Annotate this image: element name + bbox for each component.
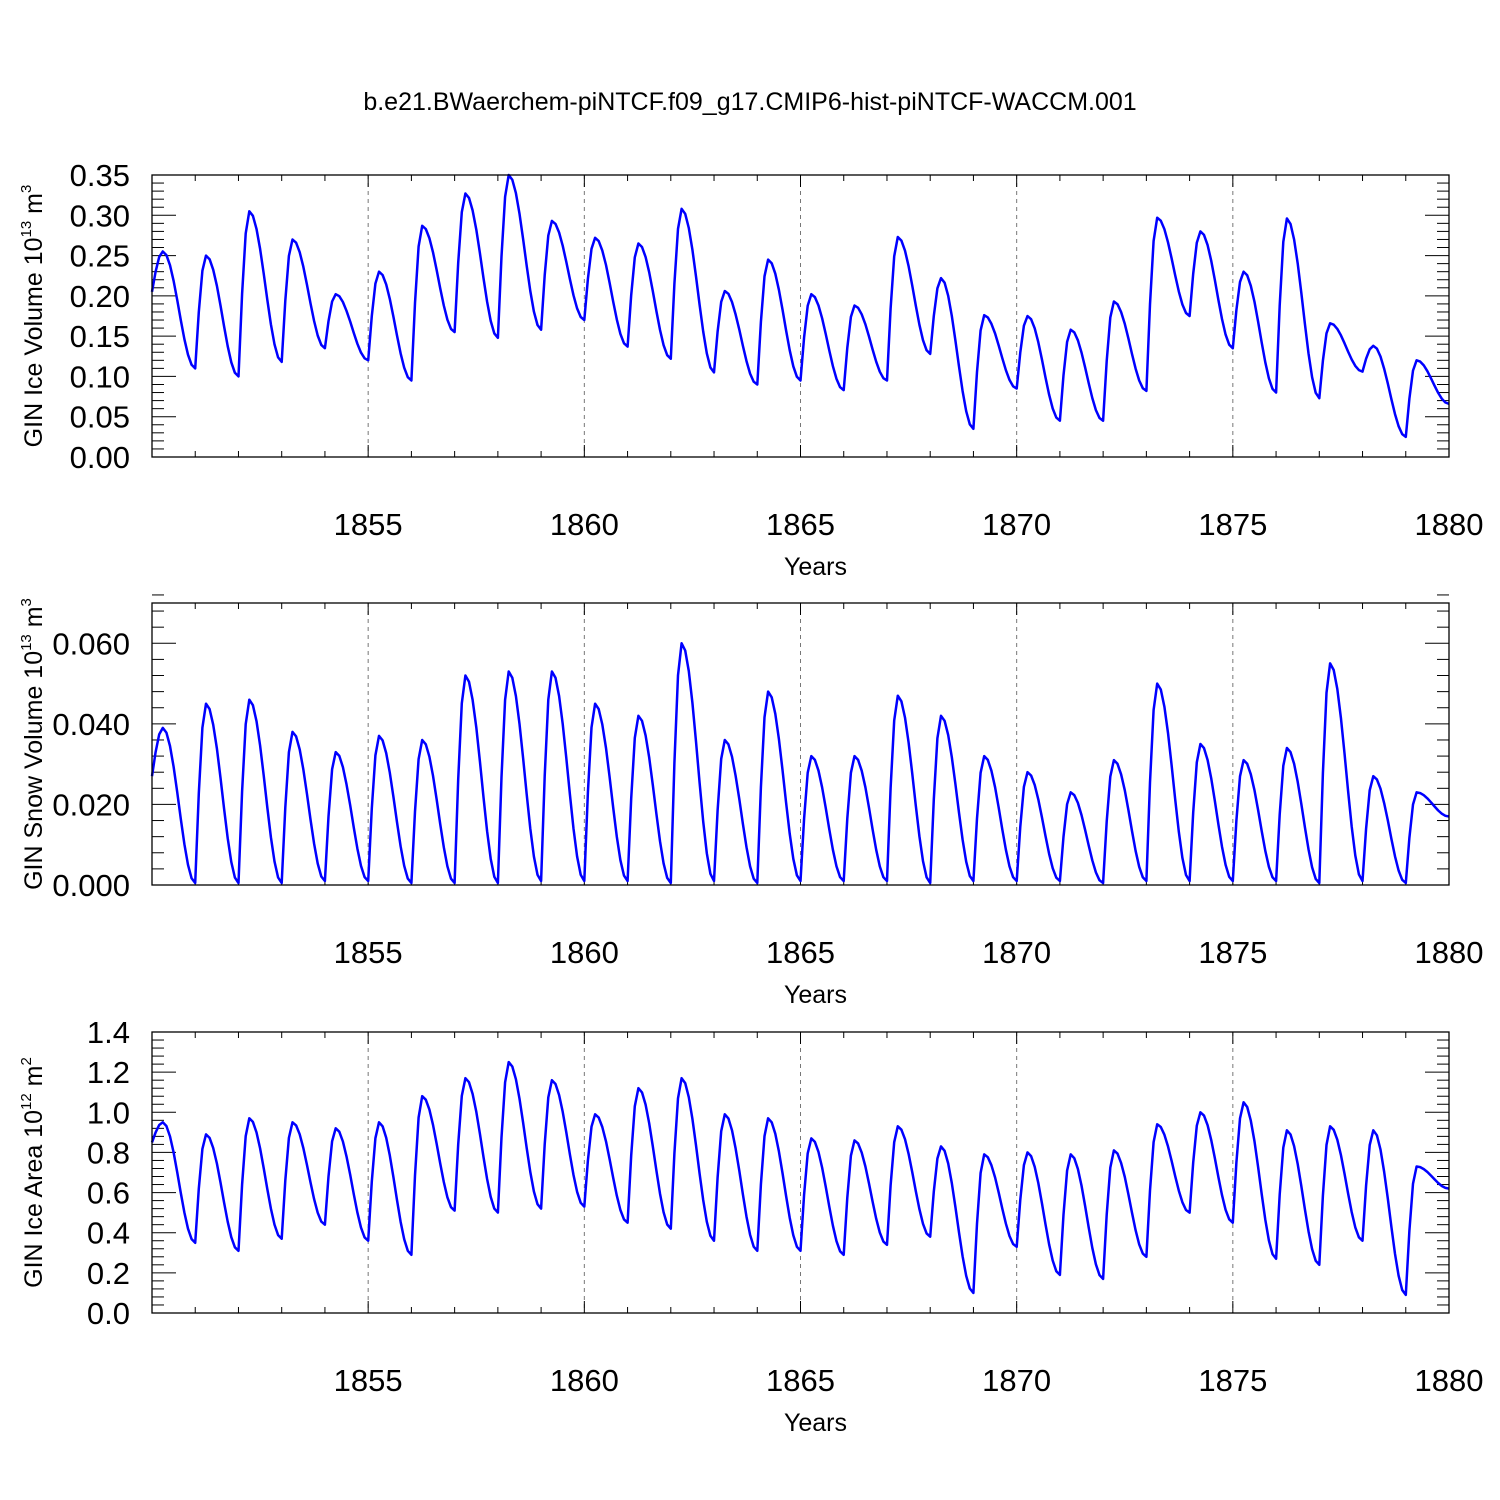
y-axis-label-exponent: 2 — [18, 1057, 35, 1065]
y-axis-label-exponent: 12 — [18, 1093, 35, 1110]
y-axis-label-part: GIN Ice Volume 10 — [20, 237, 48, 447]
x-tick-label: 1855 — [334, 507, 403, 542]
x-tick-label: 1855 — [334, 1363, 403, 1398]
y-tick-label: 0.25 — [70, 239, 130, 274]
y-axis-label-part: GIN Ice Area 10 — [20, 1110, 48, 1288]
y-tick-label: 1.4 — [87, 1015, 130, 1050]
x-tick-label: 1880 — [1415, 935, 1484, 970]
plot-frame — [151, 602, 1450, 886]
y-tick-label: 0.000 — [52, 868, 130, 903]
y-tick-label: 0.10 — [70, 359, 130, 394]
panel-snow-volume: 0.000 0.020 0.040 0.060 1855 1860 1865 1870 1875… — [18, 594, 1484, 1009]
figure-title: b.e21.BWaerchem-piNTCF.f09_g17.CMIP6-his… — [363, 88, 1136, 116]
y-tick-label: 1.2 — [87, 1055, 130, 1090]
y-axis-label-part — [20, 627, 48, 634]
y-axis-label-part — [20, 1086, 48, 1093]
x-tick-label: 1860 — [550, 1363, 619, 1398]
x-axis-label: Years — [784, 1409, 847, 1437]
y-tick-label: 0.20 — [70, 279, 130, 314]
x-tick-label: 1870 — [982, 935, 1051, 970]
y-tick-label: 0.00 — [70, 440, 130, 475]
y-axis-label-part — [20, 214, 48, 221]
y-axis-label-part: m — [20, 193, 48, 214]
y-tick-label: 0.4 — [87, 1216, 130, 1251]
panel-ice-volume: 0.00 0.05 0.10 0.15 0.20 0.25 0.30 0.35 1855 1860… — [18, 158, 1483, 581]
y-axis-label-exponent: 3 — [18, 598, 35, 606]
y-axis-label-part: m — [20, 606, 48, 627]
x-axis-label: Years — [784, 553, 847, 581]
x-tick-label: 1865 — [766, 507, 835, 542]
x-axis-label: Years — [784, 981, 847, 1009]
panel-ice-area: 0.0 0.2 0.4 0.6 0.8 1.0 1.2 1.4 1855 1860 1865 1870… — [18, 1015, 1483, 1437]
x-tick-label: 1875 — [1198, 507, 1267, 542]
x-tick-label: 1860 — [550, 507, 619, 542]
plot-frame — [151, 174, 1450, 458]
x-tick-label: 1855 — [334, 935, 403, 970]
y-tick-label: 0.060 — [52, 626, 130, 661]
x-tick-label: 1860 — [550, 935, 619, 970]
y-tick-label: 0.8 — [87, 1135, 130, 1170]
x-tick-label: 1880 — [1415, 1363, 1484, 1398]
y-axis-label: GIN Ice Area 1012 m2 — [18, 1057, 48, 1288]
y-axis-label: GIN Snow Volume 1013 m3 — [18, 598, 48, 890]
x-tick-label: 1870 — [982, 1363, 1051, 1398]
x-tick-label: 1880 — [1415, 507, 1484, 542]
y-axis-label-part: GIN Snow Volume 10 — [20, 651, 48, 890]
y-axis-label-exponent: 3 — [18, 185, 35, 193]
series-line-ice-volume — [150, 173, 1450, 439]
y-tick-label: 1.0 — [87, 1095, 130, 1130]
y-tick-label: 0.020 — [52, 787, 130, 822]
plot-frame — [151, 1031, 1450, 1314]
y-tick-label: 0.15 — [70, 319, 130, 354]
y-tick-label: 0.30 — [70, 198, 130, 233]
x-tick-label: 1865 — [766, 1363, 835, 1398]
y-tick-label: 0.2 — [87, 1256, 130, 1291]
y-tick-label: 0.05 — [70, 400, 130, 435]
y-axis-label-exponent: 13 — [18, 634, 35, 651]
y-tick-label: 0.0 — [87, 1296, 130, 1331]
y-tick-label: 0.6 — [87, 1176, 130, 1211]
y-axis-label-part: m — [20, 1066, 48, 1087]
x-tick-label: 1875 — [1198, 1363, 1267, 1398]
series-line-ice-area — [150, 1060, 1450, 1297]
y-axis-label: GIN Ice Volume 1013 m3 — [18, 185, 48, 448]
x-tick-label: 1875 — [1198, 935, 1267, 970]
y-tick-label: 0.040 — [52, 707, 130, 742]
y-axis-label-exponent: 13 — [18, 221, 35, 238]
x-tick-label: 1865 — [766, 935, 835, 970]
y-tick-label: 0.35 — [70, 158, 130, 193]
x-tick-label: 1870 — [982, 507, 1051, 542]
series-line-snow-volume — [150, 642, 1450, 885]
